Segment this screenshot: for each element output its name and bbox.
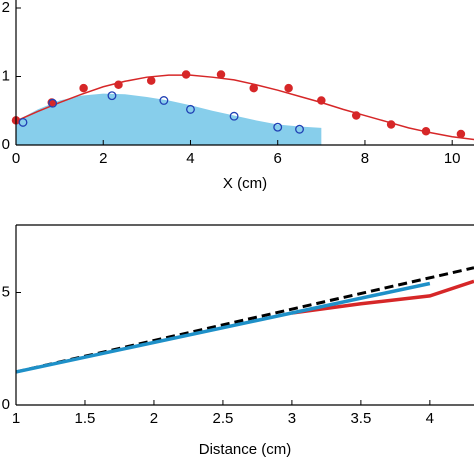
x-axis-label: Distance (cm)	[199, 441, 292, 458]
marker	[317, 96, 326, 105]
marker	[249, 83, 258, 93]
x-tick-label: 1.5	[75, 410, 96, 427]
x-tick-label: 2	[99, 150, 107, 167]
marker	[18, 117, 28, 127]
line	[15, 74, 474, 141]
marker	[216, 70, 226, 79]
marker	[181, 70, 191, 79]
x-tick-label: 10	[444, 150, 461, 167]
marker	[386, 120, 396, 129]
x-tick-label: 4	[426, 410, 434, 427]
line	[15, 281, 431, 374]
y-tick-label: 2	[2, 0, 10, 16]
y-tick-label: 1	[2, 67, 10, 84]
x-tick-label: 8	[361, 150, 369, 167]
marker	[159, 96, 169, 105]
marker	[351, 111, 361, 120]
y-tick-label: 0	[2, 396, 10, 413]
line	[291, 279, 474, 315]
x-tick-label: 2.5	[212, 410, 233, 427]
marker	[107, 91, 117, 101]
x-tick-label: 3.5	[350, 410, 371, 427]
marker	[421, 127, 431, 136]
marker	[295, 124, 304, 134]
x-tick-label: 1	[12, 410, 20, 427]
x-axis-label: X (cm)	[223, 175, 267, 192]
x-tick-label: 4	[186, 150, 194, 167]
x-tick-label: 0	[12, 150, 20, 167]
marker	[114, 80, 123, 89]
marker	[456, 129, 466, 139]
marker	[146, 76, 156, 85]
marker	[79, 83, 88, 93]
marker	[48, 98, 58, 108]
y-tick-label: 5	[2, 283, 10, 300]
marker	[186, 104, 195, 114]
x-tick-label: 6	[274, 150, 282, 167]
x-tick-label: 3	[288, 410, 296, 427]
marker	[273, 122, 283, 132]
y-tick-label: 0	[2, 136, 10, 153]
marker	[284, 83, 293, 93]
x-tick-label: 2	[150, 410, 158, 427]
area	[16, 93, 322, 145]
marker	[229, 111, 239, 121]
